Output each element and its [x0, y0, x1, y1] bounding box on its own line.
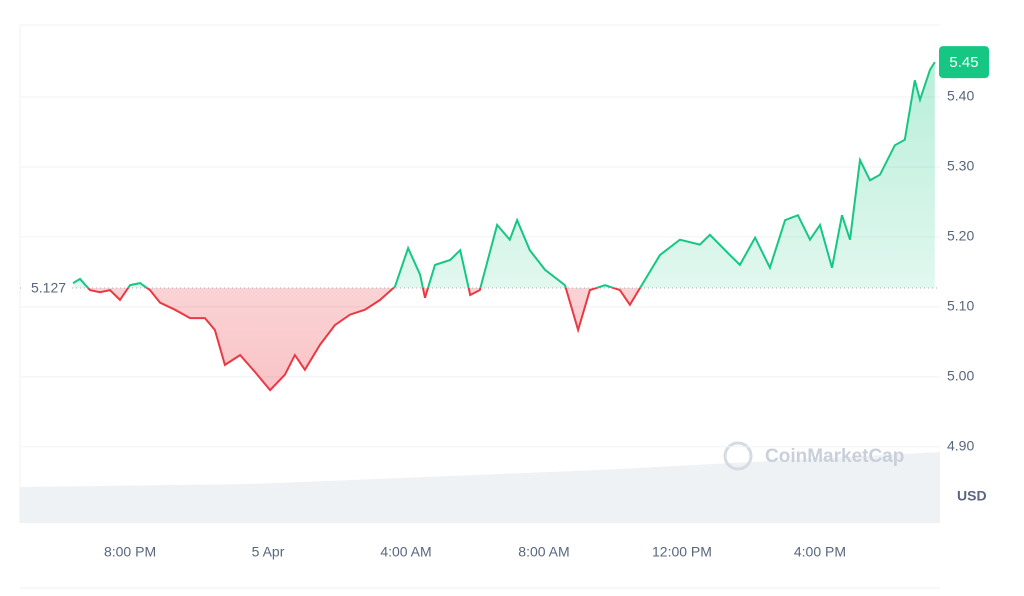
x-tick-label: 4:00 AM [380, 544, 431, 560]
y-tick-label: 5.40 [947, 88, 974, 104]
price-line-down [86, 287, 642, 392]
y-tick-label: 5.20 [947, 228, 974, 244]
watermark-text: CoinMarketCap [765, 446, 904, 467]
y-tick-label: 5.30 [947, 158, 974, 174]
baseline-label-bg [24, 278, 70, 297]
x-tick-label: 5 Apr [252, 544, 285, 560]
last-price-tag [939, 46, 989, 79]
currency-label: USD [957, 488, 987, 504]
baseline-label: 5.127 [31, 280, 66, 296]
x-tick-label: 12:00 PM [652, 544, 712, 560]
area-down [73, 287, 935, 391]
price-line-up [72, 61, 936, 288]
area-up [73, 62, 935, 288]
volume-area [20, 452, 940, 523]
y-tick-label: 4.90 [947, 437, 974, 453]
x-tick-label: 8:00 PM [104, 544, 156, 560]
y-tick-label: 5.10 [947, 298, 974, 314]
last-price-label: 5.45 [949, 54, 978, 71]
watermark: CoinMarketCap [723, 441, 904, 471]
x-tick-label: 8:00 AM [518, 544, 569, 560]
y-tick-label: 5.00 [947, 368, 974, 384]
x-tick-label: 4:00 PM [794, 544, 846, 560]
